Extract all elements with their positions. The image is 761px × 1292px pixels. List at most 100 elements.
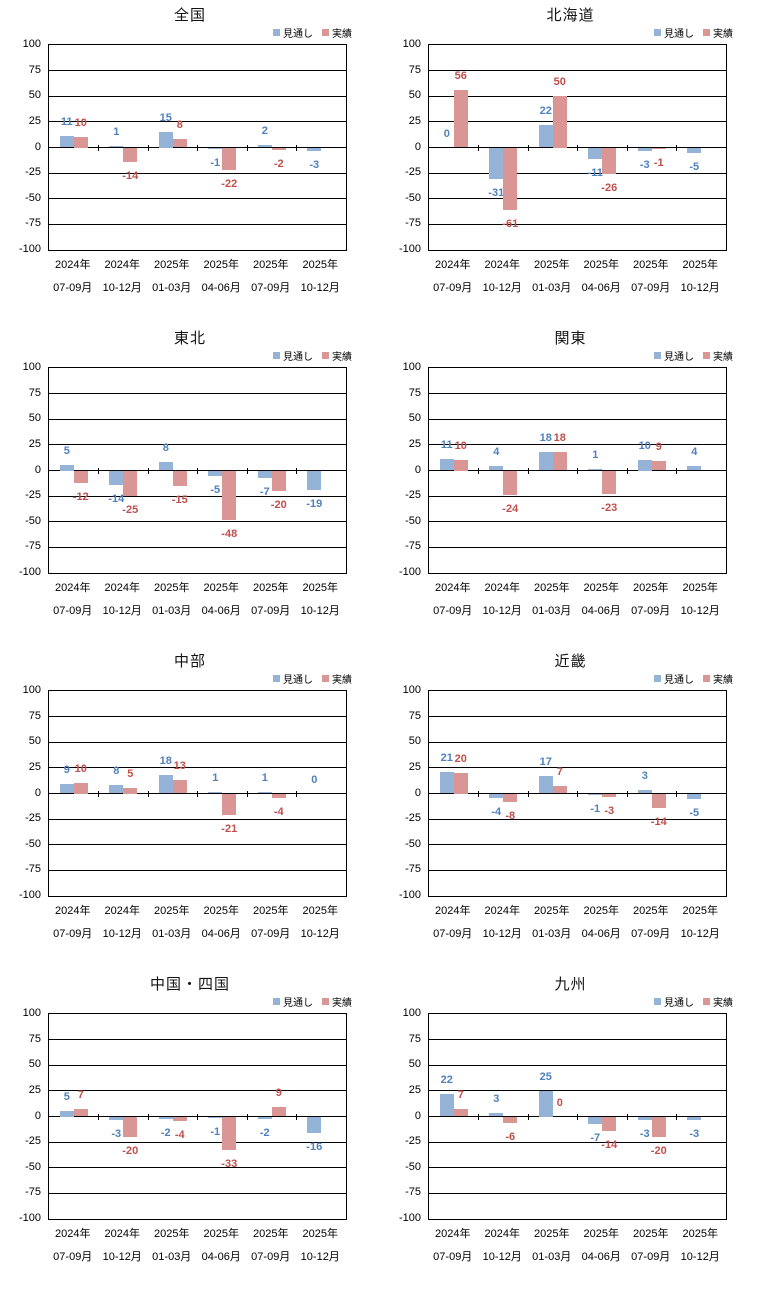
x-axis-tick-mark — [98, 144, 99, 151]
y-axis-label: -50 — [25, 191, 41, 204]
y-axis-label: 25 — [28, 760, 41, 773]
x-axis-label-line: 2024年 — [484, 582, 520, 594]
y-axis-label: 50 — [408, 1058, 421, 1071]
bar-label-actual: 13 — [173, 760, 186, 773]
x-axis-label: 2025年 10-12月 — [296, 254, 346, 300]
bar-label-forecast: 10 — [638, 440, 651, 453]
gridline — [429, 418, 726, 420]
gridline — [49, 546, 346, 548]
x-axis-tick-mark — [98, 1113, 99, 1120]
bar-label-forecast: 8 — [113, 765, 120, 778]
x-axis-label-line: 04-06月 — [581, 282, 621, 294]
gridline — [49, 895, 346, 897]
bar-forecast — [489, 793, 504, 798]
bar-label-forecast: -3 — [689, 1127, 700, 1140]
y-axis-label: -50 — [405, 514, 421, 527]
gridline — [429, 521, 726, 523]
bar-actual — [172, 1116, 187, 1121]
x-axis-tick-mark — [98, 467, 99, 474]
x-axis-label-line: 2024年 — [484, 1228, 520, 1240]
x-axis-tick-mark — [98, 790, 99, 797]
bar-forecast — [439, 1093, 454, 1117]
x-axis-label-line: 07-09月 — [251, 1251, 291, 1263]
x-axis-label-line: 10-12月 — [102, 1251, 142, 1263]
bar-forecast — [257, 1116, 272, 1119]
legend-item-forecast: 見通し — [654, 348, 694, 363]
x-axis-tick-mark — [626, 790, 628, 797]
y-axis-label: 50 — [28, 89, 41, 102]
bar-actual — [222, 147, 237, 171]
y-axis-label: 0 — [414, 463, 421, 476]
gridline — [429, 249, 726, 251]
bar-label-forecast: 17 — [539, 756, 552, 769]
legend-forecast-swatch-icon — [273, 352, 280, 359]
gridline — [429, 1141, 726, 1143]
y-axis-label: -50 — [405, 1160, 421, 1173]
x-axis: 2024年 07-09月 2024年 10-12月 2025年 01-03月 2025年 04… — [428, 900, 725, 946]
x-axis-label: 2025年 10-12月 — [296, 900, 346, 946]
x-axis-label-line: 2025年 — [633, 905, 669, 917]
legend-forecast-swatch-icon — [273, 675, 280, 682]
x-axis-label: 2025年 07-09月 — [246, 577, 296, 623]
bar-label-actual: -4 — [273, 805, 284, 818]
x-axis-label-line: 2025年 — [203, 1228, 239, 1240]
x-axis-tick-mark — [527, 144, 529, 151]
x-axis-label-line: 10-12月 — [680, 282, 720, 294]
x-axis-label-line: 2025年 — [253, 259, 289, 271]
bar-label-forecast: -1 — [210, 156, 221, 169]
x-axis-tick-mark — [478, 144, 479, 151]
x-axis-label: 2025年 01-03月 — [147, 577, 197, 623]
legend-actual-swatch-icon — [703, 352, 710, 359]
x-axis: 2024年 07-09月 2024年 10-12月 2025年 01-03月 2025年 04… — [48, 577, 345, 623]
gridline — [49, 818, 346, 820]
bar-actual — [503, 1116, 518, 1123]
bar-label-actual: -12 — [72, 490, 89, 503]
gridline — [429, 572, 726, 574]
bar-forecast — [687, 793, 702, 799]
gridline — [429, 716, 726, 718]
bar-forecast — [158, 775, 173, 794]
x-axis-label-line: 07-09月 — [631, 928, 671, 940]
x-axis-tick-mark — [197, 1113, 198, 1120]
y-axis-label: 0 — [414, 140, 421, 153]
y-axis-label: -100 — [18, 1212, 41, 1224]
x-axis-tick-mark — [478, 790, 479, 797]
legend-item-forecast: 見通し — [654, 25, 694, 40]
x-axis-label-line: 07-09月 — [251, 282, 291, 294]
chart-cell: 中部 見通し 実績 100 75 50 25 0 -25 -50 -75 -100 9 8 18 1 1… — [0, 646, 380, 969]
x-axis-label-line: 10-12月 — [300, 1251, 340, 1263]
x-axis-label-line: 2025年 — [154, 1228, 190, 1240]
x-axis-label-line: 01-03月 — [152, 282, 192, 294]
bar-label-forecast: -3 — [111, 1127, 122, 1140]
bar-label-forecast: -7 — [259, 485, 270, 498]
chart-title: 北海道 — [546, 7, 595, 24]
y-axis-label: 25 — [408, 760, 421, 773]
gridline — [429, 444, 726, 446]
y-axis-label: 100 — [402, 684, 421, 696]
x-axis-label-line: 2024年 — [55, 582, 91, 594]
bar-actual — [73, 137, 88, 148]
bar-actual — [222, 1116, 237, 1151]
bar-forecast — [109, 785, 124, 794]
x-axis-label-line: 2025年 — [534, 259, 570, 271]
x-axis-label-line: 07-09月 — [433, 605, 473, 617]
bar-label-forecast: 4 — [691, 446, 698, 459]
x-axis-tick-mark — [676, 1113, 677, 1120]
x-axis-tick-mark — [626, 1113, 628, 1120]
legend-item-forecast: 見通し — [273, 671, 313, 686]
y-axis-label: 0 — [414, 786, 421, 799]
bar-actual — [172, 780, 187, 794]
x-axis-tick-mark — [147, 790, 149, 797]
x-axis-tick-mark — [676, 144, 677, 151]
plot-area: 5 -14 8 -5 -7 -19 -12 -25 -15 -48 -20 — [48, 367, 347, 574]
x-axis-label: 2025年 04-06月 — [197, 900, 247, 946]
x-axis-label: 2025年 04-06月 — [577, 577, 627, 623]
x-axis-label-line: 10-12月 — [300, 282, 340, 294]
bar-forecast — [489, 1113, 504, 1117]
legend-forecast-label: 見通し — [283, 352, 313, 363]
legend-forecast-swatch-icon — [273, 998, 280, 1005]
bar-label-forecast: 1 — [592, 449, 599, 462]
x-axis-label: 2025年 01-03月 — [527, 1223, 577, 1269]
bar-label-actual: -22 — [221, 178, 238, 191]
